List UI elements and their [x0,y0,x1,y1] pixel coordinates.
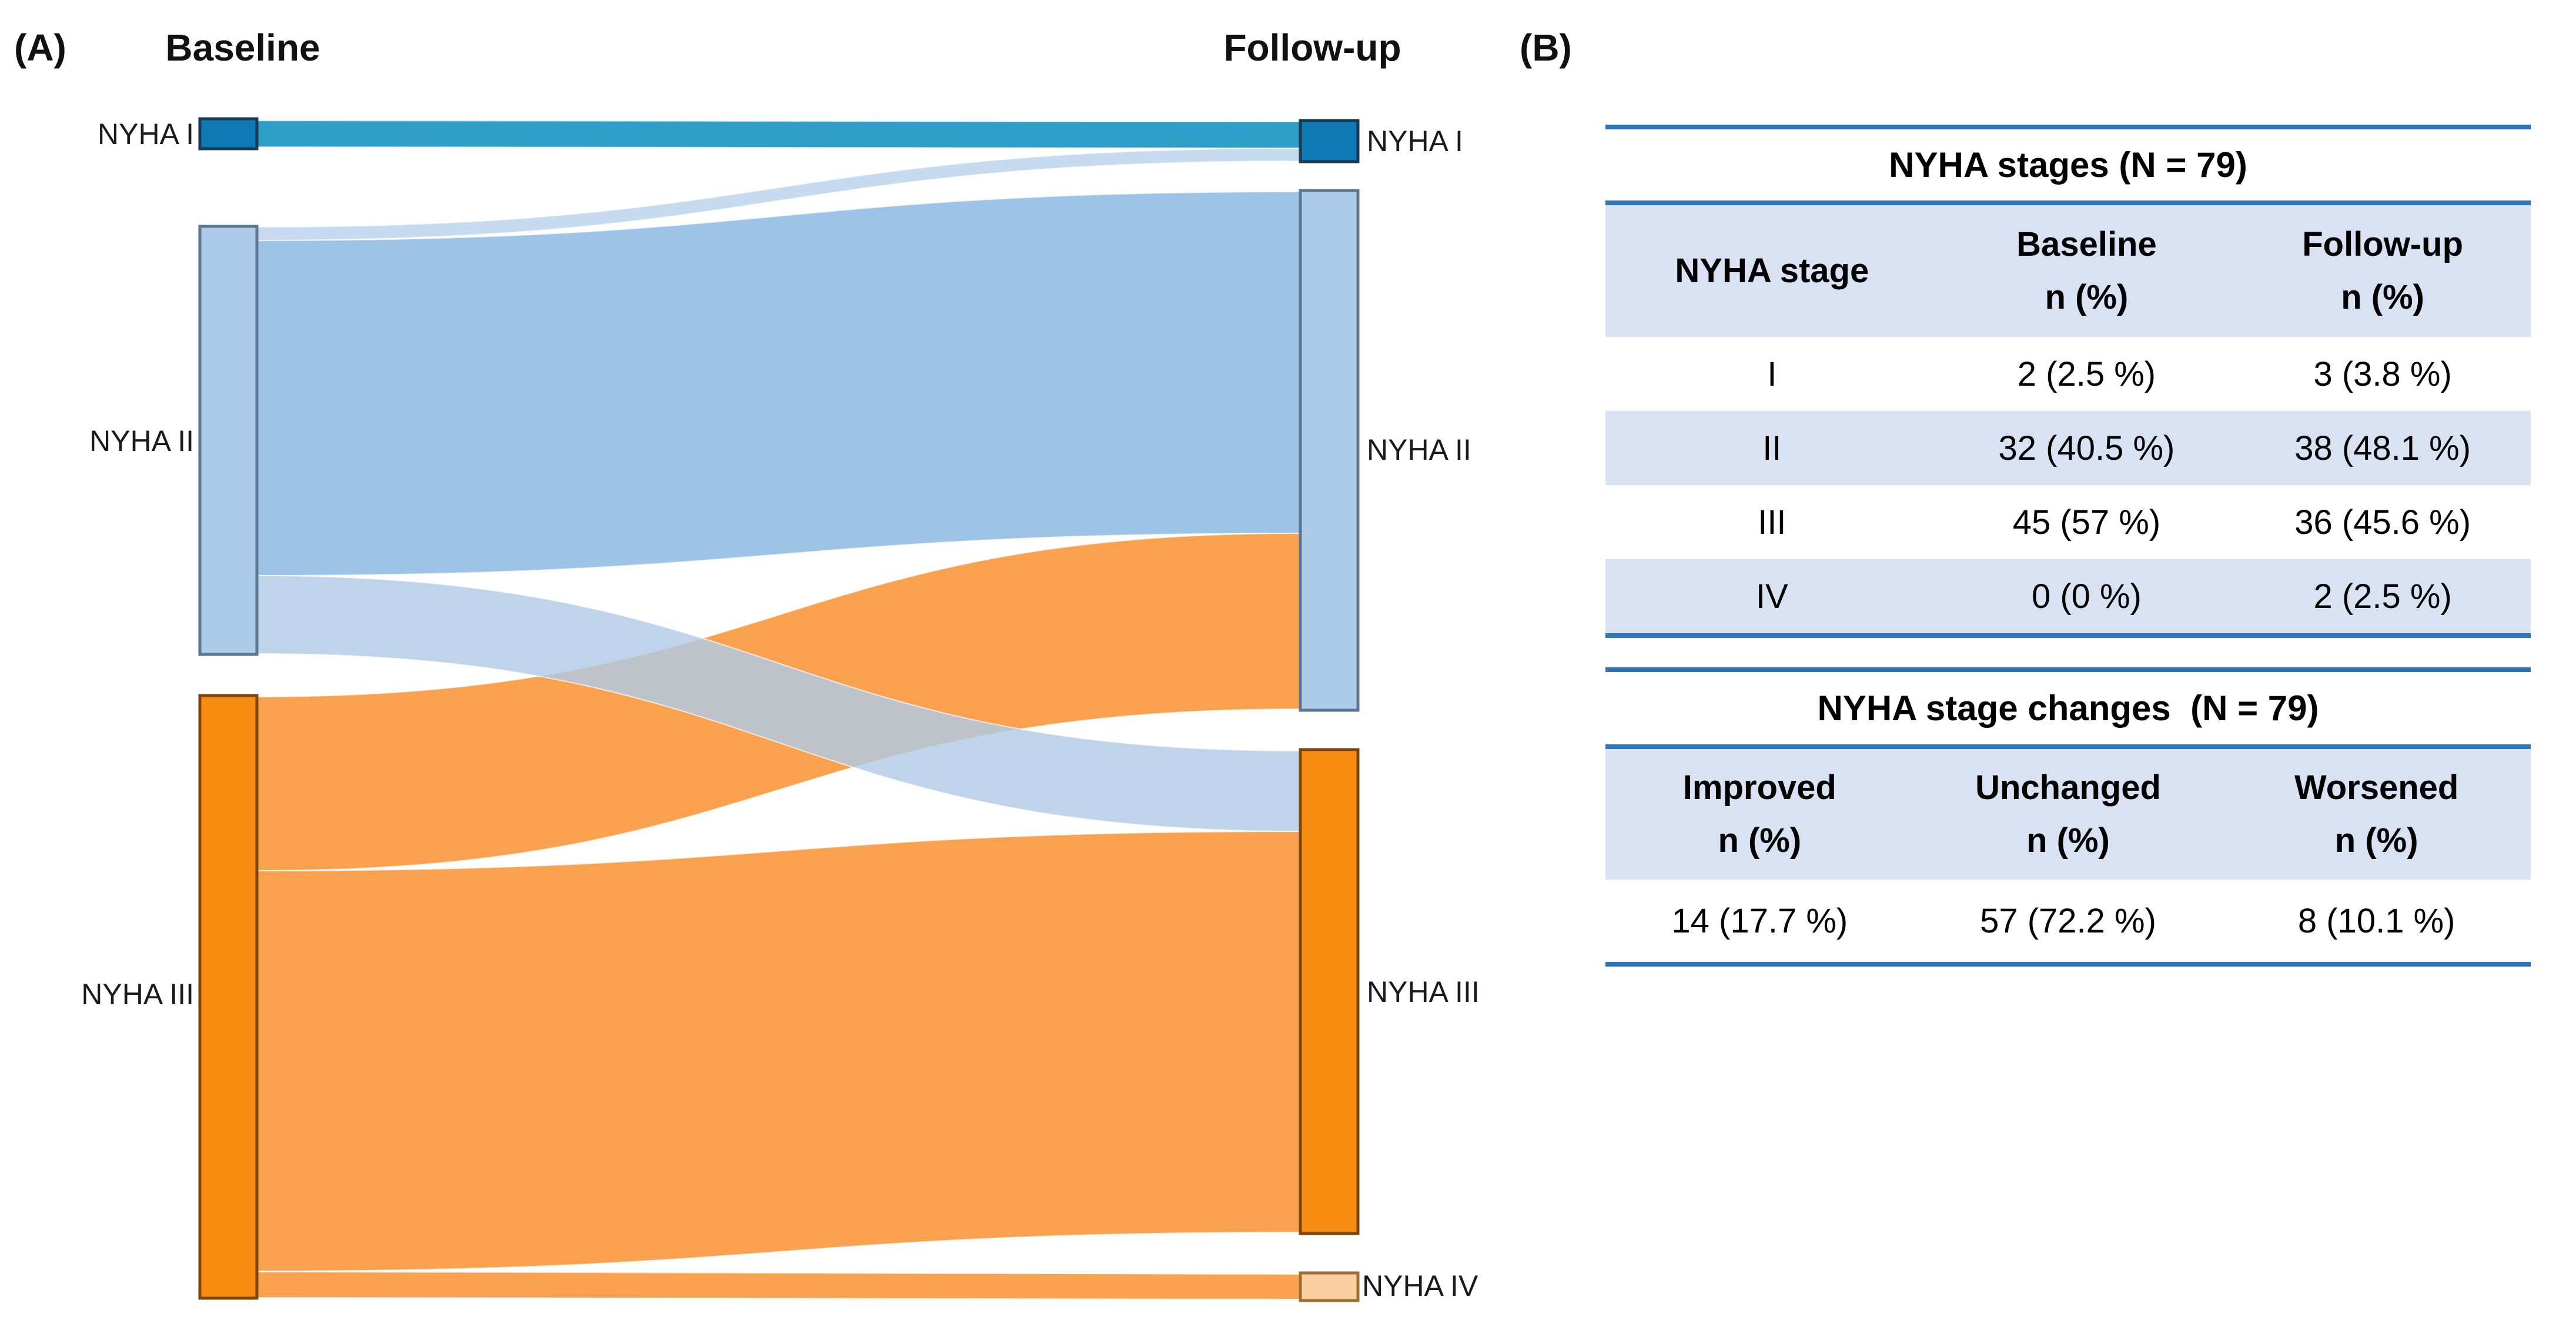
table-row-stage-iv: IV 0 (0 %) 2 (2.5 %) [1605,559,2531,633]
table-row-stage-i: I 2 (2.5 %) 3 (3.8 %) [1767,355,2452,393]
changes-table-header-row: Improved n (%) Unchanged n (%) Worsened … [1605,749,2531,880]
sankey-link-iii-to-iii [256,830,1301,1272]
sankey-node-baseline-nyha-iii [198,694,259,1300]
sankey-link-i-to-i [256,119,1301,149]
followup-column-header: Follow-up [1223,26,1401,69]
column-header-followup: Follow-up n (%) [2302,225,2464,316]
sankey-node-label-baseline-nyha-ii: NYHA II [89,425,194,457]
sankey-node-label-baseline-nyha-iii: NYHA III [81,978,194,1011]
table-rule-bottom [1605,633,2531,638]
column-header-worsened: Worsened n (%) [2294,768,2459,860]
sankey-node-label-followup-nyha-iv: NYHA IV [1362,1269,1478,1302]
changes-table-data-row: 14 (17.7 %) 57 (72.2 %) 8 (10.1 %) [1671,901,2455,940]
sankey-node-followup-nyha-iv [1299,1271,1360,1302]
table-rule-top [1605,125,2531,129]
column-header-nyha-stage: NYHA stage [1675,252,1869,290]
column-header-improved: Improved n (%) [1682,768,1836,860]
stages-table-title: NYHA stages (N = 79) [1889,145,2247,185]
column-header-baseline: Baseline n (%) [2016,225,2157,316]
sankey-link-ii-to-ii [256,190,1301,577]
nyha-stages-table: NYHA stages (N = 79) NYHA stage Baseline… [1605,125,2531,638]
sankey-node-baseline-nyha-ii [198,225,259,656]
panel-a-label: (A) [14,26,66,69]
table-row-stage-ii: II 32 (40.5 %) 38 (48.1 %) [1605,411,2531,485]
table2-rule-top [1605,667,2531,672]
changes-table-title: NYHA stage changes (N = 79) [1817,688,2319,728]
sankey-node-label-followup-nyha-i: NYHA I [1367,125,1463,158]
stages-table-header-row: NYHA stage Baseline n (%) Follow-up n (%… [1605,205,2531,337]
table-row-stage-iii: III 45 (57 %) 36 (45.6 %) [1758,503,2471,542]
sankey-node-label-baseline-nyha-i: NYHA I [98,118,194,151]
sankey-link-iii-to-iv [256,1271,1301,1301]
nyha-stage-changes-table: NYHA stage changes (N = 79) Improved n (… [1605,667,2531,967]
column-header-unchanged: Unchanged n (%) [1975,768,2161,860]
panel-b-label: (B) [1520,26,1572,69]
sankey-node-followup-nyha-i [1299,119,1360,163]
sankey-node-followup-nyha-ii [1299,189,1360,712]
table-rule-under-title [1605,200,2531,205]
table2-rule-under-title [1605,744,2531,749]
sankey-node-baseline-nyha-i [198,117,259,151]
table2-rule-bottom [1605,962,2531,967]
sankey-node-label-followup-nyha-ii: NYHA II [1367,433,1471,466]
sankey-node-followup-nyha-iii [1299,748,1360,1235]
baseline-column-header: Baseline [165,26,320,69]
sankey-node-label-followup-nyha-iii: NYHA III [1367,975,1480,1008]
